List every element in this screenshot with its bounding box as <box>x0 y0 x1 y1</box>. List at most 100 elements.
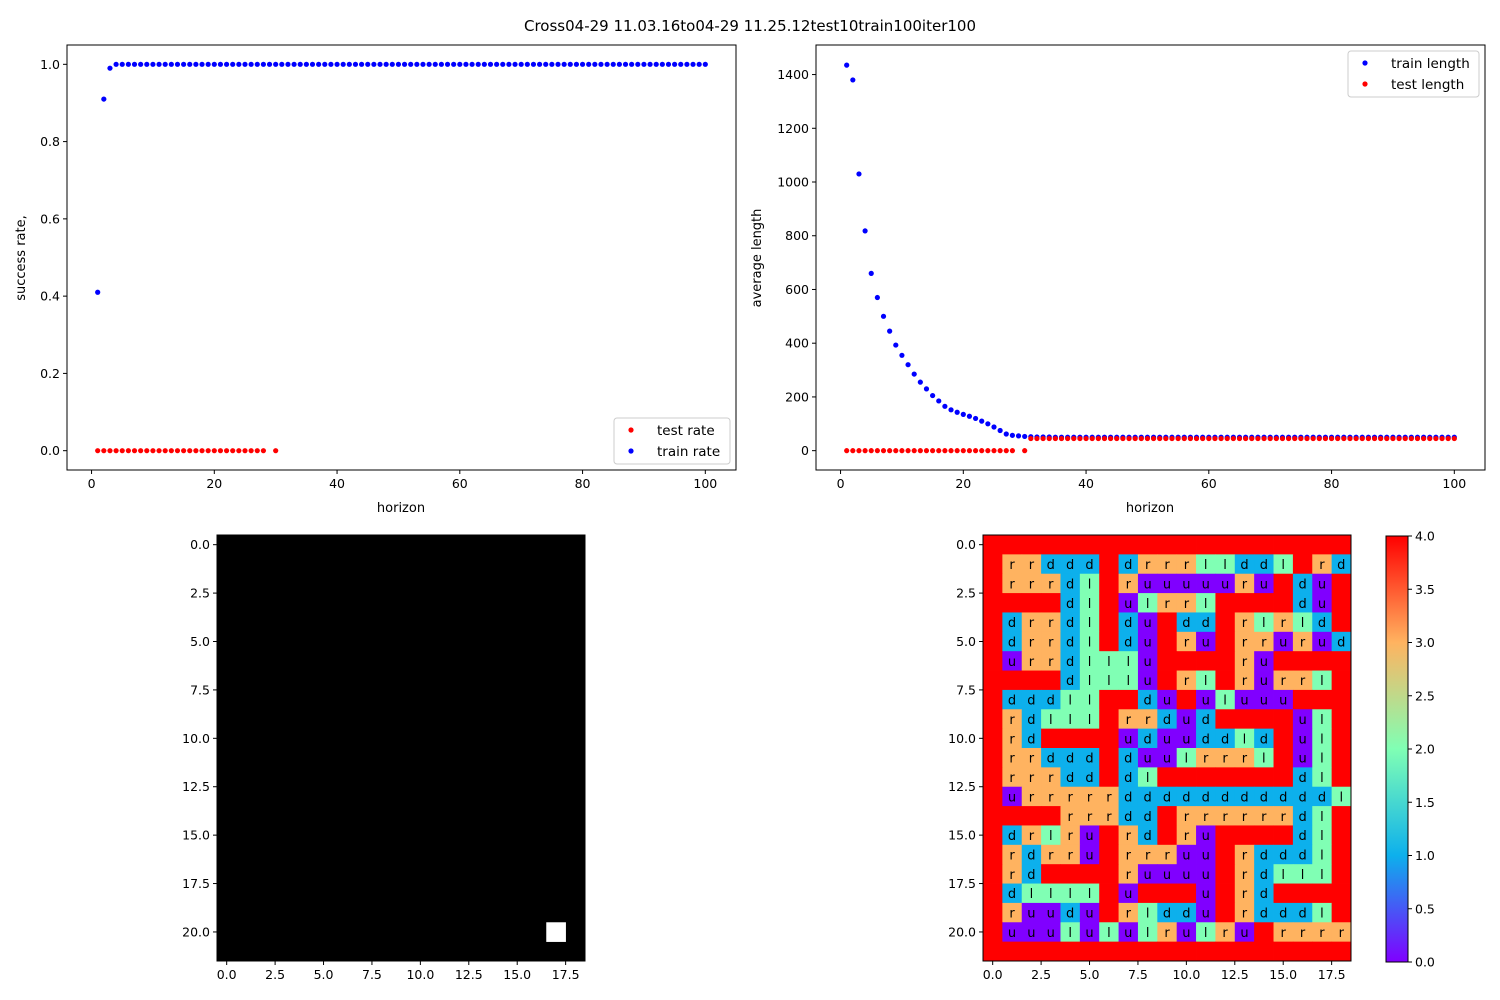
policy-cell <box>1079 844 1100 865</box>
x-tick-label: 0.0 <box>983 967 1003 982</box>
data-point-test-length <box>1316 435 1322 442</box>
policy-cell-label: r <box>1281 674 1287 689</box>
data-point-train-rate <box>395 61 402 67</box>
data-point-train-length <box>960 411 966 417</box>
policy-cell <box>1157 941 1178 962</box>
policy-cell <box>1002 651 1023 671</box>
policy-cell-label: r <box>1164 849 1170 864</box>
policy-cell-label: r <box>1184 597 1190 612</box>
policy-cell <box>983 612 1003 633</box>
policy-cell-label: d <box>1260 732 1268 747</box>
x-tick-label: 5.0 <box>314 967 334 982</box>
policy-cell <box>1060 806 1081 826</box>
policy-cell-label: d <box>1143 732 1151 747</box>
data-point-test-length <box>1451 435 1457 442</box>
policy-cell-label: r <box>1048 849 1054 864</box>
policy-cell <box>1002 535 1023 555</box>
policy-cell <box>1254 825 1274 846</box>
policy-cell <box>1002 902 1023 923</box>
policy-cell <box>1234 806 1255 826</box>
policy-cell <box>1118 651 1139 671</box>
policy-cell <box>1292 631 1313 652</box>
policy-cell-label: d <box>1124 636 1132 651</box>
policy-cell <box>1196 651 1216 671</box>
colorbar-tick-label: 3.5 <box>1415 582 1435 597</box>
policy-cell <box>1176 689 1197 710</box>
policy-cell <box>1312 883 1333 904</box>
policy-cell-label: r <box>1029 829 1035 844</box>
policy-cell-label: r <box>1029 616 1035 631</box>
policy-cell-label: d <box>1124 771 1132 786</box>
data-point-train-rate <box>95 289 101 295</box>
policy-cell-label: r <box>1184 636 1190 651</box>
policy-cell <box>1079 883 1100 904</box>
policy-cell <box>1312 748 1333 768</box>
data-point-test-rate <box>138 448 144 454</box>
policy-cell <box>1273 767 1294 788</box>
data-point-train-length <box>905 362 911 368</box>
data-point-test-rate <box>205 448 211 454</box>
policy-cell-label: d <box>1337 636 1345 651</box>
colorbar-tick-label: 4.0 <box>1415 529 1435 544</box>
policy-cell-label: d <box>1260 887 1268 902</box>
policy-cell-label: u <box>1279 694 1287 709</box>
data-point-train-rate <box>451 61 457 67</box>
policy-cell <box>1196 864 1216 884</box>
data-point-test-length <box>1243 435 1249 442</box>
data-point-train-rate <box>598 61 604 67</box>
data-point-train-length <box>917 379 923 385</box>
policy-cell-label: d <box>1298 810 1306 825</box>
x-tick-label: 100 <box>1442 476 1466 491</box>
policy-cell-label: l <box>1088 674 1092 689</box>
y-tick-label: 5.0 <box>190 634 210 649</box>
policy-cell <box>1331 883 1352 904</box>
policy-cell <box>1099 844 1119 865</box>
data-point-train-rate <box>530 61 537 67</box>
policy-cell-label: d <box>1008 694 1016 709</box>
policy-cell <box>1273 612 1294 633</box>
policy-cell <box>1215 806 1236 826</box>
data-point-train-rate <box>444 61 451 67</box>
data-point-train-rate <box>168 61 174 67</box>
policy-cell <box>1254 922 1274 943</box>
policy-cell-label: u <box>1163 577 1171 592</box>
colorbar-tick-label: 2.5 <box>1415 688 1435 703</box>
data-point-test-length <box>1058 435 1065 442</box>
data-point-train-length <box>942 403 948 409</box>
policy-cell-label: r <box>1261 636 1267 651</box>
policy-cell <box>1157 573 1178 594</box>
data-point-train-rate <box>144 61 150 67</box>
data-point-test-rate <box>150 448 156 454</box>
policy-cell-label: l <box>1088 597 1092 612</box>
x-tick-label: 40 <box>1078 476 1094 491</box>
data-point-test-length <box>1322 435 1329 442</box>
policy-cell-label: l <box>1320 713 1324 728</box>
policy-cell <box>1002 554 1023 575</box>
policy-cell-label: u <box>1279 636 1287 651</box>
policy-cell <box>1002 728 1023 749</box>
policy-cell <box>1060 554 1081 575</box>
data-point-train-rate <box>101 96 107 102</box>
data-point-test-length <box>1187 435 1193 442</box>
policy-cell-label: l <box>1320 907 1324 922</box>
policy-cell-label: r <box>1242 810 1248 825</box>
legend-label: train rate <box>657 444 720 460</box>
policy-cell <box>1196 767 1216 788</box>
data-point-test-rate <box>101 448 107 454</box>
data-point-train-rate <box>469 61 475 67</box>
policy-cell-label: u <box>1260 674 1268 689</box>
policy-cell <box>983 748 1003 768</box>
data-point-train-length <box>954 409 960 415</box>
y-tick-label: 0.4 <box>40 289 60 304</box>
y-tick-label: 10.0 <box>182 731 210 746</box>
policy-cell <box>983 554 1003 575</box>
data-point-test-length <box>1065 435 1071 442</box>
policy-cell <box>1137 651 1158 671</box>
policy-cell-label: r <box>1009 771 1015 786</box>
policy-cell <box>1099 709 1119 730</box>
policy-cell <box>1331 573 1352 594</box>
policy-cell <box>1176 806 1197 826</box>
policy-cell-label: r <box>1339 926 1345 941</box>
policy-cell <box>1157 689 1178 710</box>
policy-cell <box>1254 573 1274 594</box>
